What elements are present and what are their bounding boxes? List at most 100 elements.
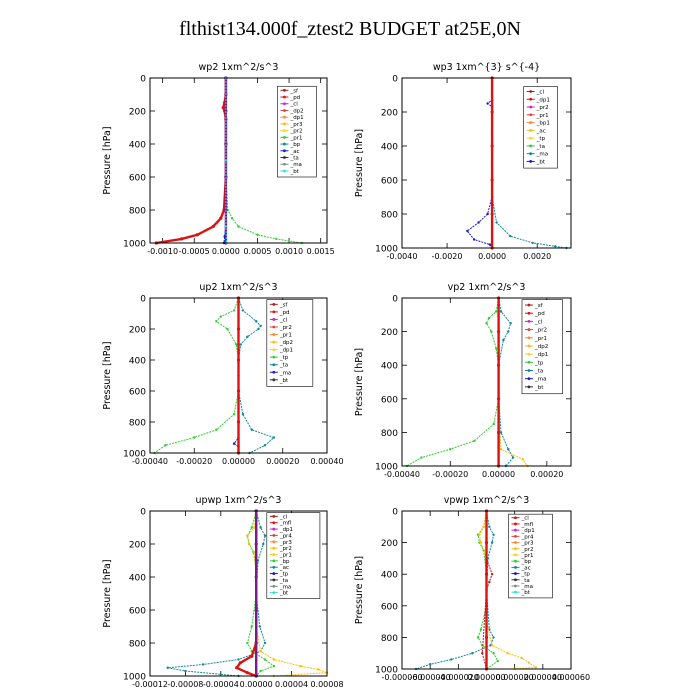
y-tick-label: 400 (381, 143, 398, 153)
series-point (492, 652, 495, 655)
series-point (224, 225, 228, 228)
x-tick-label: 0.0010 (275, 247, 303, 256)
x-tick-label: -0.000020 (438, 673, 479, 682)
series-point (255, 320, 258, 323)
series-point (507, 330, 510, 333)
series-point (250, 625, 253, 628)
series-point (236, 389, 241, 393)
legend-marker (272, 534, 276, 537)
legend-marker (272, 333, 276, 336)
legend-label: _pr3 (279, 540, 293, 546)
x-tick-label: -0.0005 (179, 247, 210, 256)
y-tick-label: 400 (129, 574, 146, 584)
legend: _cl_mfl_dp1_pr4_pr3_pr2_pr1_bp_ac_tp_ta_… (266, 512, 321, 599)
legend-marker (514, 559, 517, 563)
legend-marker (527, 344, 531, 348)
legend-marker (283, 162, 286, 166)
legend-label: _dp1 (279, 348, 293, 354)
series-point (221, 106, 225, 110)
legend-marker (283, 149, 286, 153)
series-point (495, 221, 498, 224)
series-point (241, 413, 245, 416)
series-point (472, 238, 476, 241)
series-line (406, 297, 500, 467)
legend-label: _cl (536, 89, 545, 95)
series-point (478, 533, 481, 536)
legend-label: _bp (289, 142, 300, 148)
legend-marker (272, 340, 276, 344)
series-point (490, 541, 494, 544)
y-tick-label: 800 (381, 634, 398, 644)
y-tick-label: 800 (381, 211, 398, 221)
y-axis-label: Pressure [hPa] (102, 341, 113, 409)
legend-marker (283, 135, 286, 139)
x-tick-label: -0.0010 (147, 247, 178, 256)
panel-title: wp2 1xm^2/s^3 (199, 62, 279, 73)
series-point (316, 668, 320, 671)
x-tick-label: 0.00008 (310, 680, 343, 689)
series-point (520, 656, 523, 660)
legend-label: _pr1 (279, 333, 292, 339)
legend-label: _pd (279, 310, 290, 316)
legend-marker (272, 348, 276, 352)
legend-label: _bt (279, 378, 289, 384)
panel-title: wp3 1xm^{3} s^{-4} (433, 62, 540, 73)
x-tick-label: -0.00040 (384, 470, 420, 479)
legend-label: _dp1 (289, 115, 303, 121)
series-point (534, 666, 537, 669)
series-point (184, 669, 187, 673)
series-point (484, 604, 489, 608)
legend-label: _ma (536, 152, 548, 158)
legend-marker (272, 302, 276, 306)
series-point (263, 641, 267, 645)
legend-marker (272, 378, 276, 382)
legend-marker (272, 363, 276, 367)
legend-label: _tp (534, 360, 544, 366)
x-tick-label: -0.000040 (410, 673, 451, 682)
y-tick-label: 1000 (123, 240, 146, 250)
series-line (156, 78, 228, 245)
legend-label: _sf (279, 302, 289, 308)
legend-label: _mfl (279, 521, 292, 527)
legend-label: _ta (289, 156, 298, 162)
legend-label: _dp1 (536, 97, 550, 103)
panel-title: vpwp 1xm^2/s^3 (444, 495, 530, 506)
series-point (490, 330, 493, 333)
series-point (219, 315, 222, 318)
series-point (230, 217, 234, 220)
x-tick-label: 0.0000 (212, 247, 240, 256)
series-point (239, 343, 242, 346)
legend-marker (283, 129, 286, 133)
x-tick-label: 0.000020 (496, 673, 534, 682)
series-point (250, 654, 254, 658)
legend-label: _tp (279, 572, 289, 578)
legend-marker (514, 590, 517, 594)
series-point (238, 661, 242, 665)
series-line (477, 510, 499, 670)
legend-label: _dp2 (534, 344, 548, 350)
series-point (494, 310, 498, 313)
series-point (492, 422, 495, 426)
y-tick-label: 200 (381, 539, 398, 549)
legend-label: _bt (279, 591, 289, 597)
y-tick-label: 400 (129, 141, 146, 151)
y-tick-label: 600 (381, 602, 398, 612)
legend-marker (272, 310, 276, 314)
legend-marker (514, 522, 517, 526)
series-point (232, 309, 236, 312)
legend-label: _dp1 (279, 527, 293, 533)
series-point (232, 442, 236, 445)
series-point (263, 444, 267, 447)
legend-label: _ac (289, 149, 299, 155)
legend-marker (514, 516, 517, 520)
series-point (502, 338, 505, 342)
series-point (521, 458, 524, 461)
x-tick-label: 0.000000 (467, 673, 505, 682)
y-tick-label: 0 (140, 508, 146, 518)
y-axis-label: Pressure [hPa] (102, 126, 113, 194)
series-point (224, 159, 228, 162)
series-point (490, 178, 494, 182)
y-tick-label: 600 (129, 607, 146, 617)
y-tick-label: 0 (140, 75, 146, 85)
series-point (484, 572, 489, 576)
